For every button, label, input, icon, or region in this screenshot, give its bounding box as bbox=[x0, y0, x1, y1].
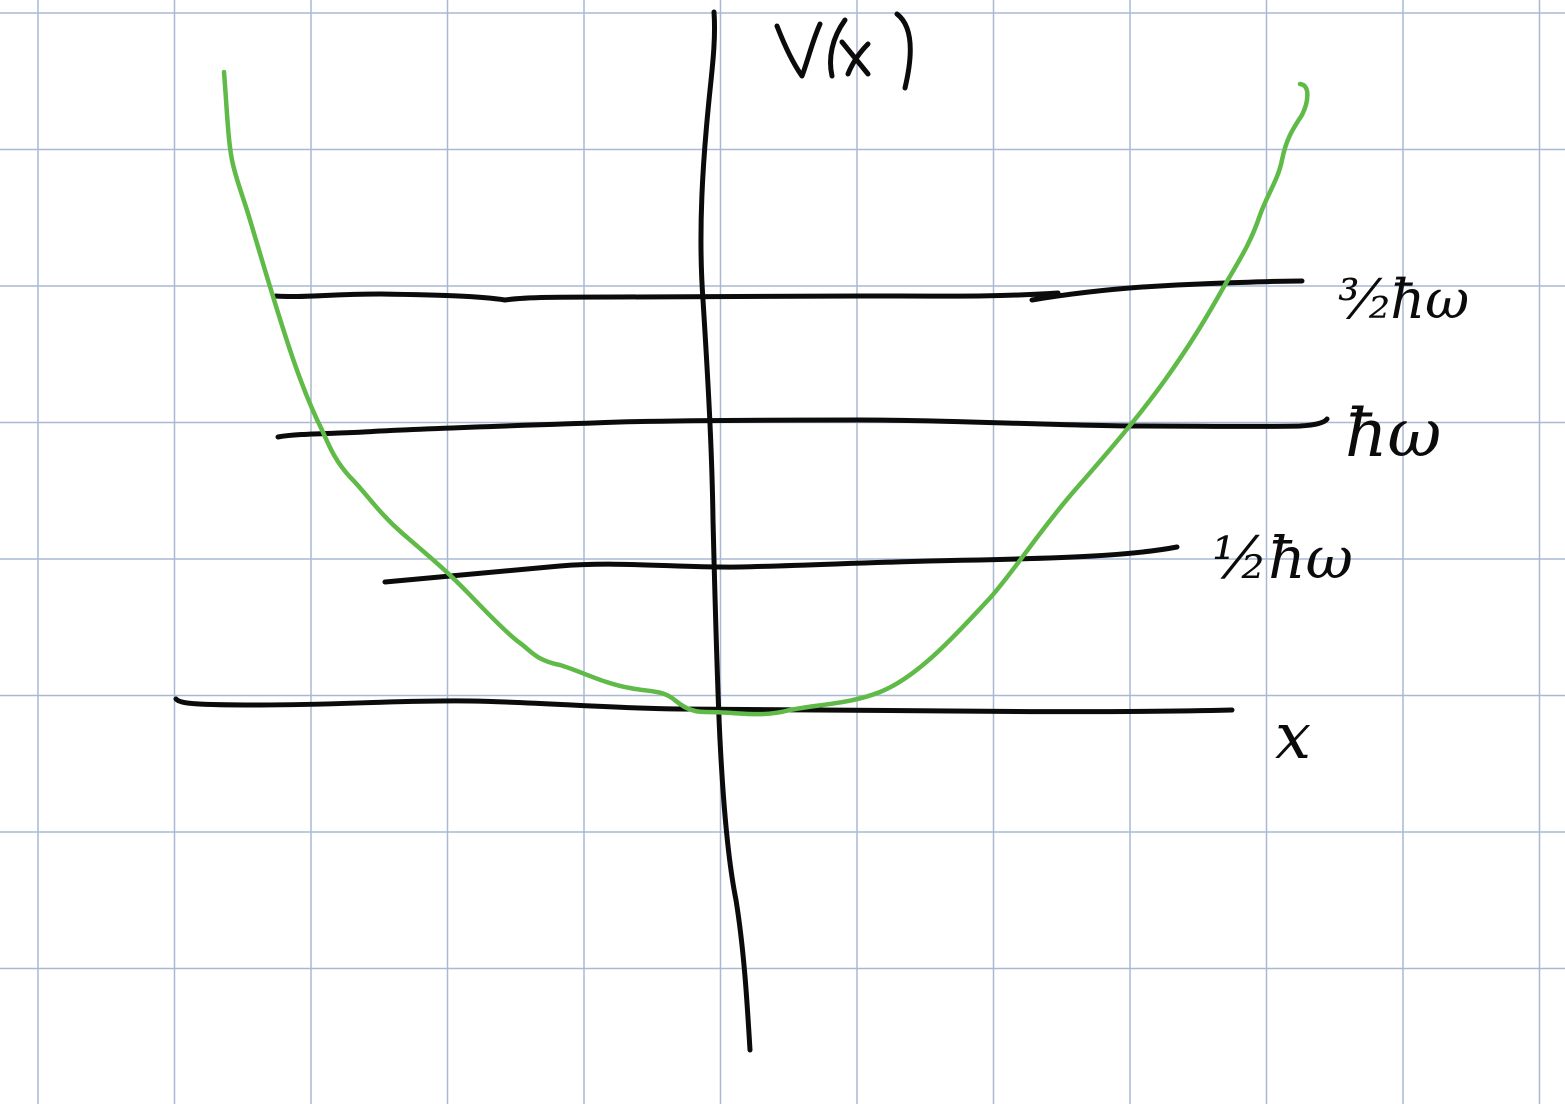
label-level-second: ³⁄₂ħω bbox=[1338, 268, 1469, 331]
level-ground bbox=[382, 544, 1180, 585]
level-first bbox=[275, 416, 1330, 440]
level-second bbox=[273, 278, 1305, 303]
vertical-axis-label-handwriting bbox=[774, 11, 913, 91]
horizontal-axis-label: x bbox=[1275, 700, 1311, 774]
label-level-first: ħω bbox=[1345, 395, 1441, 472]
label-level-ground: ½ħω bbox=[1212, 524, 1353, 592]
horizontal-axis bbox=[173, 696, 1235, 715]
potential-curve bbox=[221, 69, 1310, 717]
vertical-axis bbox=[698, 9, 753, 1053]
